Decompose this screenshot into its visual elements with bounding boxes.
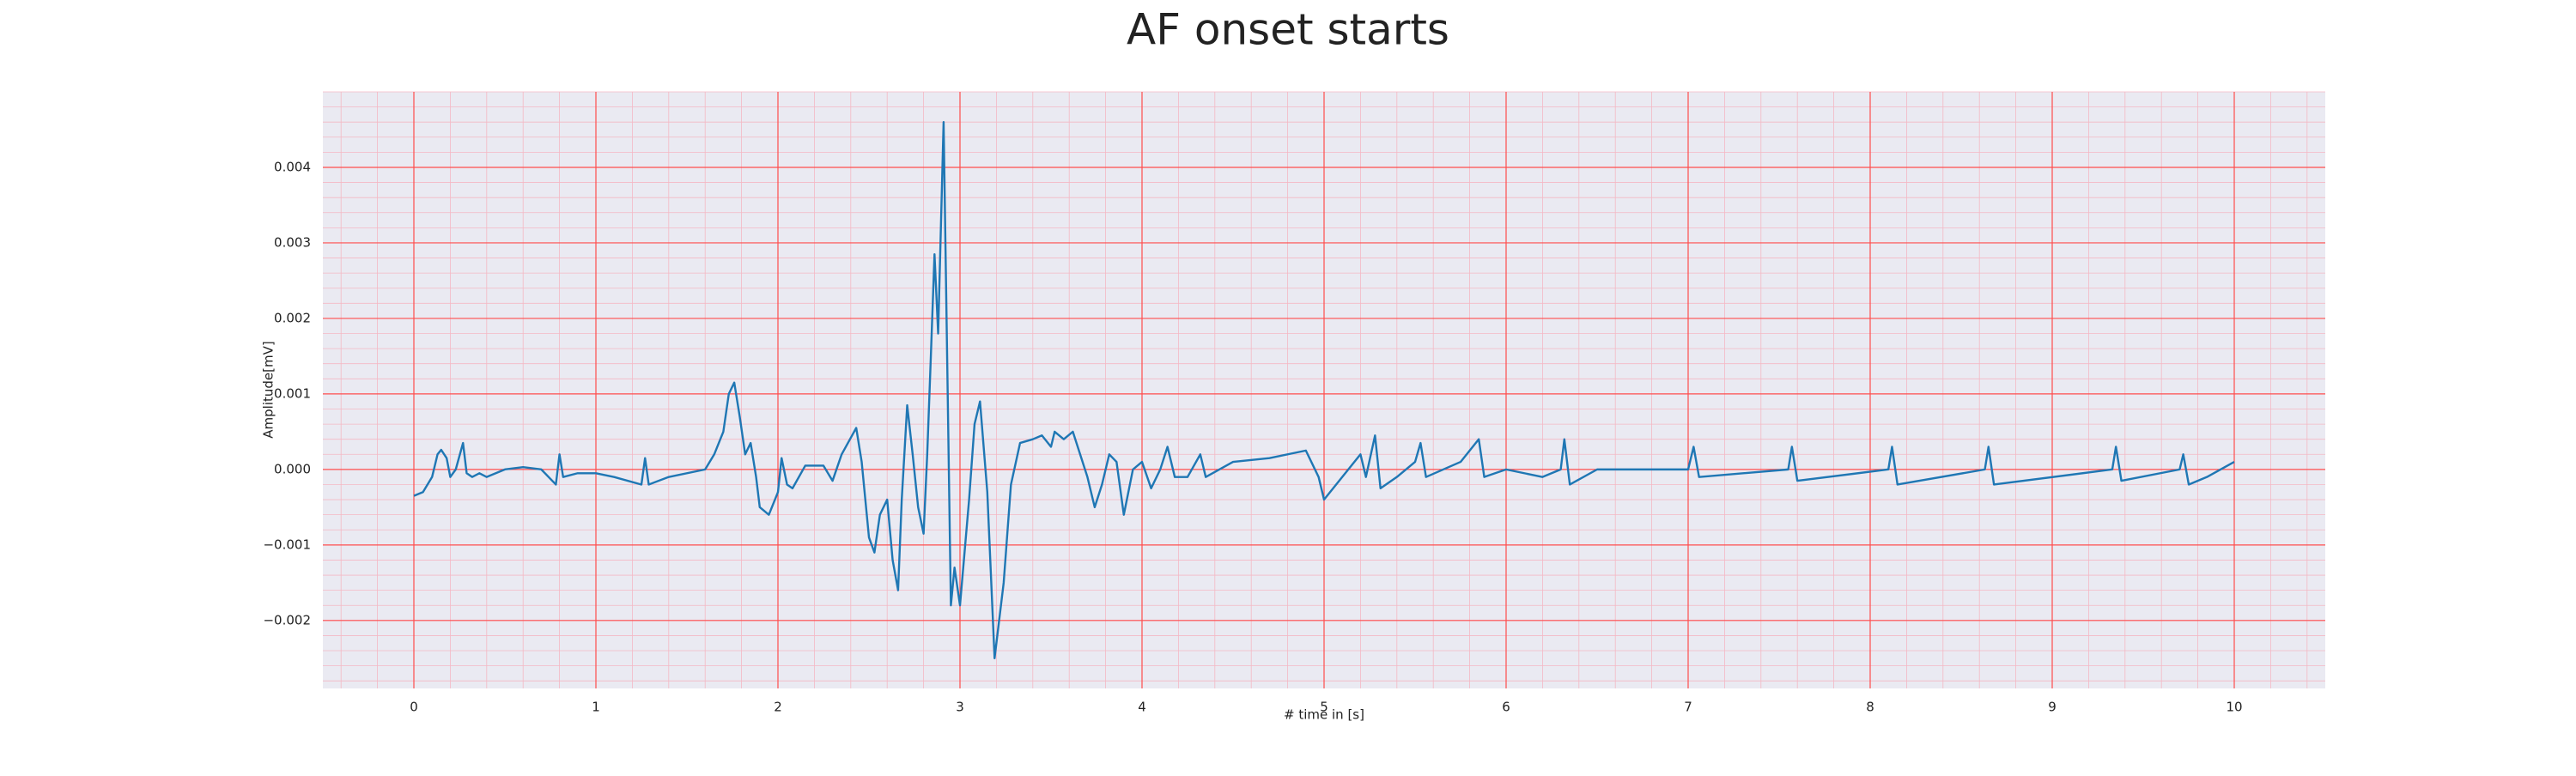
x-tick-label: 3: [956, 700, 964, 715]
x-tick-label: 4: [1138, 700, 1146, 715]
x-tick-label: 2: [774, 700, 782, 715]
y-axis-label: Amplitude[mV]: [261, 341, 276, 438]
x-tick-label: 5: [1320, 700, 1328, 715]
x-axis-label: # time in [s]: [1284, 707, 1364, 723]
y-tick-label: 0.003: [274, 234, 311, 250]
x-tick-label: 1: [592, 700, 600, 715]
x-tick-label: 0: [410, 700, 418, 715]
y-tick-label: 0.001: [274, 385, 311, 401]
x-tick-label: 6: [1502, 700, 1510, 715]
y-tick-label: 0.004: [274, 159, 311, 174]
x-tick-label: 8: [1866, 700, 1874, 715]
chart-title: AF onset starts: [1127, 5, 1449, 55]
y-tick-label: 0.002: [274, 310, 311, 325]
y-tick-label: −0.002: [263, 612, 311, 627]
signal-line: [413, 120, 2235, 660]
y-tick-label: 0.000: [274, 461, 311, 476]
x-tick-label: 9: [2048, 700, 2057, 715]
y-tick-label: −0.001: [263, 537, 311, 552]
x-tick-label: 10: [2226, 700, 2242, 715]
x-tick-label: 7: [1684, 700, 1692, 715]
